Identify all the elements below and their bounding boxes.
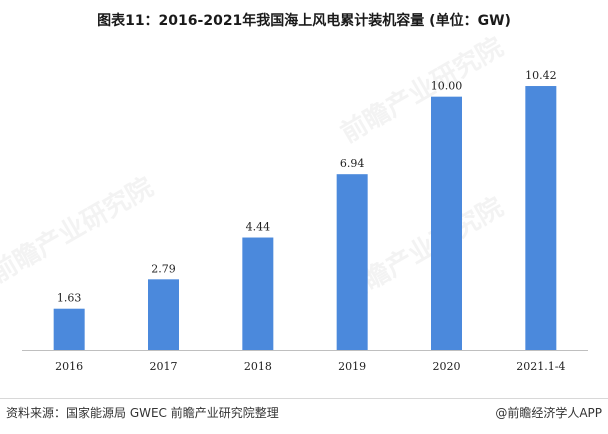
bar-2020 (431, 96, 462, 351)
data-label-2017: 2.79 (151, 262, 176, 275)
data-label-2019: 6.94 (340, 157, 365, 170)
data-label-2018: 4.44 (246, 221, 271, 234)
x-tick-label-2019: 2019 (338, 360, 366, 373)
x-tick-label-2017: 2017 (150, 360, 178, 373)
app-credit: @前瞻经济学人APP (495, 406, 602, 420)
data-label-2021.1-4: 10.42 (525, 69, 557, 82)
bar-2021.1-4 (525, 86, 557, 350)
x-tick-label-2016: 2016 (55, 360, 83, 373)
chart-title: 图表11：2016-2021年我国海上风电累计装机容量 (单位：GW) (97, 13, 511, 29)
data-label-2016: 1.63 (57, 292, 82, 305)
x-tick-label-2018: 2018 (244, 360, 272, 373)
x-tick-label-2020: 2020 (433, 360, 461, 373)
bar-2016 (53, 308, 85, 350)
bar-2017 (148, 279, 179, 350)
data-label-2020: 10.00 (431, 80, 463, 93)
bar-2019 (336, 174, 368, 350)
footer-divider (0, 398, 608, 399)
bar-2018 (242, 237, 274, 350)
source-note: 资料来源：国家能源局 GWEC 前瞻产业研究院整理 (6, 406, 279, 420)
x-tick-label-2021.1-4: 2021.1-4 (516, 360, 565, 373)
